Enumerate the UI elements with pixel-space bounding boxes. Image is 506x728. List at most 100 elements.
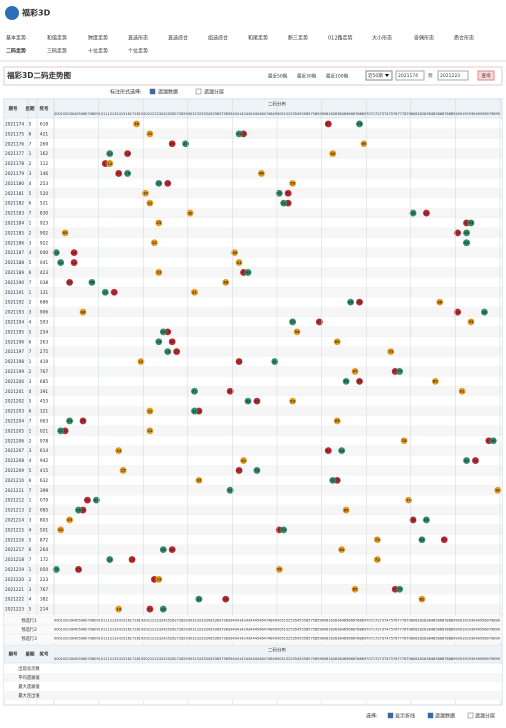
nav-link[interactable]: 基本走势 bbox=[6, 35, 26, 42]
preselect-cell[interactable]: 96 bbox=[482, 637, 487, 641]
nav-link[interactable]: 跨度走势 bbox=[88, 35, 108, 42]
preselect-cell[interactable]: 84 bbox=[429, 637, 434, 641]
preselect-cell[interactable]: 91 bbox=[460, 628, 465, 632]
preselect-cell[interactable]: 38 bbox=[223, 637, 228, 641]
preselect-cell[interactable]: 69 bbox=[362, 619, 367, 623]
preselect-cell[interactable]: 65 bbox=[344, 628, 349, 632]
preselect-cell[interactable]: 70 bbox=[366, 628, 371, 632]
preselect-cell[interactable]: 55 bbox=[299, 619, 304, 623]
preselect-cell[interactable]: 02 bbox=[63, 637, 68, 641]
preselect-cell[interactable]: 13 bbox=[112, 637, 117, 641]
preselect-cell[interactable]: 19 bbox=[139, 637, 144, 641]
checkbox[interactable] bbox=[387, 712, 394, 719]
preselect-cell[interactable]: 99 bbox=[495, 628, 500, 632]
preselect-cell[interactable]: 66 bbox=[348, 619, 353, 623]
quick-link[interactable]: 最近100期 bbox=[326, 73, 349, 80]
nav-link[interactable]: 个位走势 bbox=[128, 48, 148, 55]
preselect-cell[interactable]: 95 bbox=[478, 628, 483, 632]
preselect-cell[interactable]: 05 bbox=[76, 637, 81, 641]
preselect-cell[interactable]: 79 bbox=[406, 628, 411, 632]
preselect-cell[interactable]: 44 bbox=[250, 619, 255, 623]
preselect-cell[interactable]: 97 bbox=[487, 628, 492, 632]
preselect-cell[interactable]: 74 bbox=[384, 628, 389, 632]
preselect-cell[interactable]: 85 bbox=[433, 637, 438, 641]
preselect-cell[interactable]: 79 bbox=[406, 619, 411, 623]
preselect-cell[interactable]: 08 bbox=[90, 628, 95, 632]
preselect-cell[interactable]: 94 bbox=[473, 619, 478, 623]
preselect-cell[interactable]: 41 bbox=[237, 628, 242, 632]
preselect-cell[interactable]: 71 bbox=[371, 637, 376, 641]
preselect-cell[interactable]: 53 bbox=[290, 628, 295, 632]
preselect-cell[interactable]: 11 bbox=[103, 619, 108, 623]
preselect-cell[interactable]: 31 bbox=[192, 628, 197, 632]
preselect-cell[interactable]: 81 bbox=[415, 619, 420, 623]
preselect-cell[interactable]: 72 bbox=[375, 628, 380, 632]
preselect-cell[interactable]: 26 bbox=[170, 628, 175, 632]
preselect-cell[interactable]: 17 bbox=[130, 628, 135, 632]
preselect-cell[interactable]: 87 bbox=[442, 637, 447, 641]
preselect-cell[interactable]: 13 bbox=[112, 619, 117, 623]
preselect-cell[interactable]: 17 bbox=[130, 637, 135, 641]
preselect-cell[interactable]: 72 bbox=[375, 619, 380, 623]
preselect-cell[interactable]: 90 bbox=[455, 628, 460, 632]
preselect-cell[interactable]: 97 bbox=[487, 619, 492, 623]
preselect-cell[interactable]: 34 bbox=[206, 637, 211, 641]
preselect-cell[interactable]: 63 bbox=[335, 619, 340, 623]
preselect-cell[interactable]: 11 bbox=[103, 637, 108, 641]
preselect-cell[interactable]: 39 bbox=[228, 628, 233, 632]
preselect-cell[interactable]: 55 bbox=[299, 637, 304, 641]
preselect-cell[interactable]: 13 bbox=[112, 628, 117, 632]
preselect-cell[interactable]: 24 bbox=[161, 619, 166, 623]
preselect-cell[interactable]: 63 bbox=[335, 628, 340, 632]
preselect-cell[interactable]: 27 bbox=[174, 619, 179, 623]
preselect-cell[interactable]: 03 bbox=[67, 628, 72, 632]
preselect-cell[interactable]: 25 bbox=[165, 628, 170, 632]
preselect-cell[interactable]: 46 bbox=[259, 637, 264, 641]
preselect-cell[interactable]: 24 bbox=[161, 628, 166, 632]
preselect-cell[interactable]: 14 bbox=[116, 619, 121, 623]
preselect-cell[interactable]: 65 bbox=[344, 619, 349, 623]
preselect-cell[interactable]: 09 bbox=[94, 619, 99, 623]
checkbox[interactable] bbox=[195, 88, 202, 95]
preselect-cell[interactable]: 07 bbox=[85, 628, 90, 632]
nav-link[interactable]: 三码走势 bbox=[47, 48, 67, 55]
preselect-cell[interactable]: 50 bbox=[277, 628, 282, 632]
preselect-cell[interactable]: 80 bbox=[411, 628, 416, 632]
preselect-cell[interactable]: 83 bbox=[424, 637, 429, 641]
preselect-cell[interactable]: 59 bbox=[317, 628, 322, 632]
preselect-cell[interactable]: 42 bbox=[241, 637, 246, 641]
preselect-cell[interactable]: 86 bbox=[438, 628, 443, 632]
preselect-cell[interactable]: 60 bbox=[322, 637, 327, 641]
preselect-cell[interactable]: 30 bbox=[188, 628, 193, 632]
preselect-cell[interactable]: 76 bbox=[393, 619, 398, 623]
preselect-cell[interactable]: 10 bbox=[99, 628, 104, 632]
preselect-cell[interactable]: 88 bbox=[446, 628, 451, 632]
preselect-cell[interactable]: 19 bbox=[139, 628, 144, 632]
preselect-cell[interactable]: 60 bbox=[322, 619, 327, 623]
preselect-cell[interactable]: 29 bbox=[183, 637, 188, 641]
preselect-cell[interactable]: 18 bbox=[134, 619, 139, 623]
preselect-cell[interactable]: 32 bbox=[197, 628, 202, 632]
preselect-cell[interactable]: 12 bbox=[107, 619, 112, 623]
preselect-cell[interactable]: 86 bbox=[438, 637, 443, 641]
preselect-cell[interactable]: 94 bbox=[473, 628, 478, 632]
preselect-cell[interactable]: 47 bbox=[264, 628, 269, 632]
preselect-cell[interactable]: 27 bbox=[174, 628, 179, 632]
preselect-cell[interactable]: 08 bbox=[90, 637, 95, 641]
preselect-cell[interactable]: 05 bbox=[76, 619, 81, 623]
preselect-cell[interactable]: 01 bbox=[58, 637, 63, 641]
preselect-cell[interactable]: 71 bbox=[371, 619, 376, 623]
preselect-cell[interactable]: 06 bbox=[81, 619, 86, 623]
preselect-cell[interactable]: 94 bbox=[473, 637, 478, 641]
preselect-cell[interactable]: 66 bbox=[348, 628, 353, 632]
preselect-cell[interactable]: 96 bbox=[482, 628, 487, 632]
preselect-cell[interactable]: 77 bbox=[397, 637, 402, 641]
preselect-cell[interactable]: 44 bbox=[250, 628, 255, 632]
preselect-cell[interactable]: 25 bbox=[165, 637, 170, 641]
preselect-cell[interactable]: 46 bbox=[259, 628, 264, 632]
nav-link[interactable]: 奇偶形态 bbox=[414, 35, 434, 42]
preselect-cell[interactable]: 98 bbox=[491, 619, 496, 623]
preselect-cell[interactable]: 45 bbox=[255, 619, 260, 623]
preselect-cell[interactable]: 07 bbox=[85, 619, 90, 623]
preselect-cell[interactable]: 64 bbox=[339, 637, 344, 641]
